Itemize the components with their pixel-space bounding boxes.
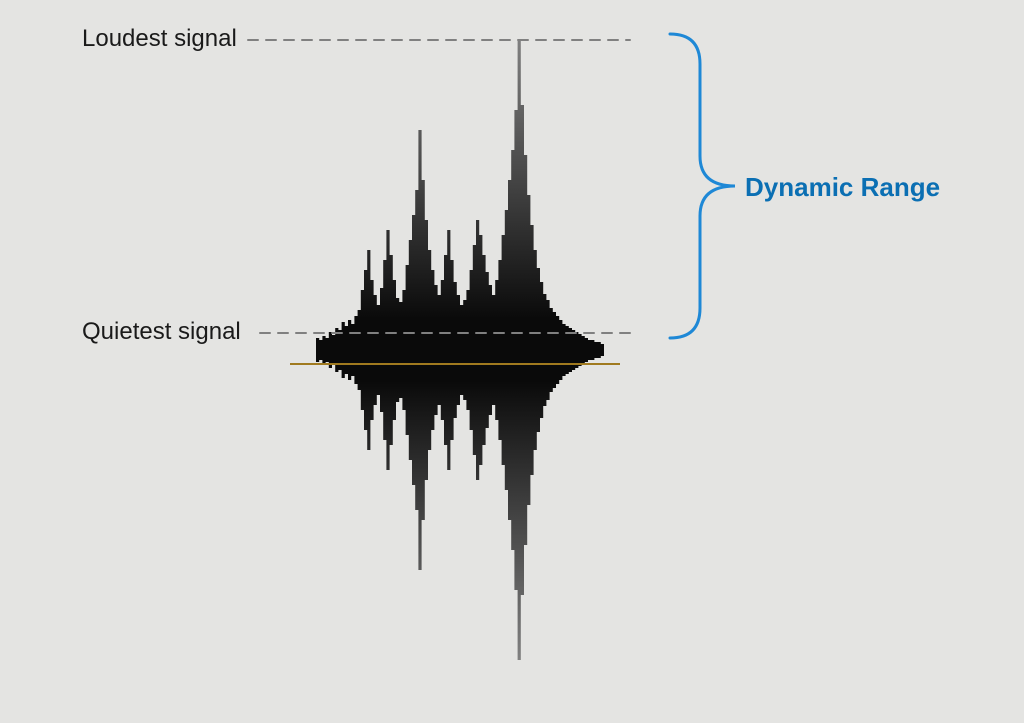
- range-brace: [670, 34, 735, 338]
- dynamic-range-label: Dynamic Range: [745, 172, 940, 203]
- quietest-label: Quietest signal: [82, 318, 241, 346]
- diagram-canvas: [0, 0, 1024, 723]
- loudest-label: Loudest signal: [82, 25, 237, 53]
- waveform: [316, 40, 604, 660]
